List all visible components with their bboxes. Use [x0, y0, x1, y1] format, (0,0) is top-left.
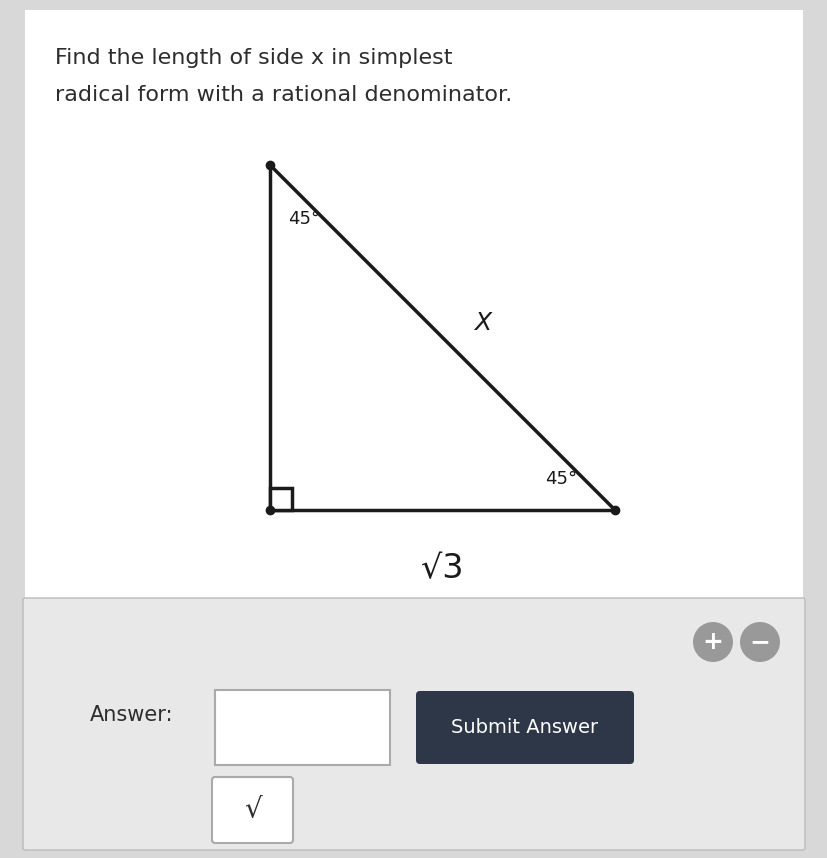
- Text: radical form with a rational denominator.: radical form with a rational denominator…: [55, 85, 512, 105]
- FancyBboxPatch shape: [415, 691, 633, 764]
- Text: √: √: [243, 796, 261, 824]
- Bar: [215, 690, 390, 765]
- Circle shape: [692, 622, 732, 662]
- Bar: [270, 488, 292, 510]
- FancyBboxPatch shape: [23, 598, 804, 850]
- Text: √3: √3: [421, 552, 463, 585]
- Text: X: X: [473, 311, 490, 335]
- Text: 45°: 45°: [544, 470, 576, 488]
- Text: Submit Answer: Submit Answer: [451, 718, 598, 737]
- Text: −: −: [748, 630, 770, 654]
- FancyBboxPatch shape: [212, 777, 293, 843]
- Bar: [25, 10, 802, 600]
- Text: Answer:: Answer:: [90, 705, 174, 725]
- Text: 45°: 45°: [288, 210, 320, 228]
- Text: +: +: [702, 630, 723, 654]
- Text: Find the length of side x in simplest: Find the length of side x in simplest: [55, 48, 452, 68]
- Circle shape: [739, 622, 779, 662]
